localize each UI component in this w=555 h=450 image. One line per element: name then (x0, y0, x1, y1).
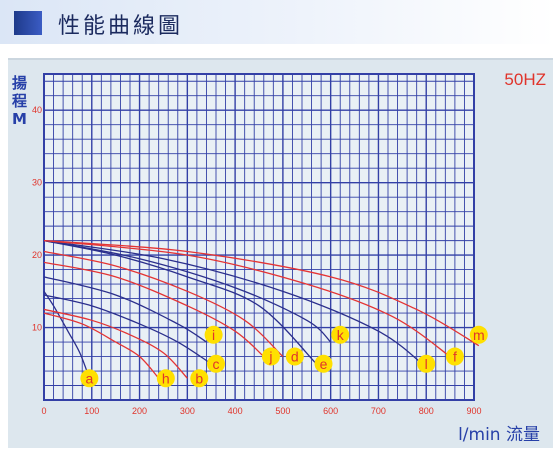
marker-d: d (285, 347, 304, 366)
page-title: 性能曲線圖 (58, 14, 184, 39)
marker-h: h (156, 369, 175, 388)
x-tick-label: 0 (41, 406, 46, 416)
marker-badge (261, 347, 280, 366)
x-tick-label: 900 (466, 406, 481, 416)
marker-badge (204, 325, 223, 344)
marker-badge (80, 369, 99, 388)
marker-i: i (204, 325, 223, 344)
marker-badge (207, 354, 225, 373)
title-marker-square (14, 11, 42, 35)
marker-e: e (314, 354, 333, 373)
marker-label: b (195, 370, 203, 386)
marker-label: h (162, 370, 170, 386)
marker-k: k (331, 325, 350, 344)
marker-c: c (207, 354, 225, 373)
marker-badge (417, 354, 436, 373)
plot-area (44, 74, 474, 400)
frequency-label: 50HZ (504, 70, 546, 89)
x-tick-label: 700 (371, 406, 386, 416)
curve-i (43, 276, 207, 343)
x-tick-label: 300 (180, 406, 195, 416)
marker-badge (469, 325, 488, 344)
curve-h (43, 312, 160, 379)
x-tick-label: 500 (275, 406, 290, 416)
x-axis-label: l/min 流量 (458, 425, 540, 445)
marker-label: l (425, 356, 428, 372)
marker-badge (156, 369, 175, 388)
marker-m: m (469, 325, 488, 344)
x-tick-label: 600 (323, 406, 338, 416)
curve-e (43, 239, 317, 365)
curve-f (43, 239, 451, 358)
marker-badge (445, 347, 464, 366)
marker-label: f (453, 349, 457, 365)
curve-b (43, 308, 188, 379)
marker-label: d (291, 349, 299, 365)
curve-l (43, 239, 427, 368)
grid (43, 74, 475, 401)
marker-l: l (417, 354, 436, 373)
x-tick-label: 100 (84, 406, 99, 416)
marker-label: c (213, 356, 220, 372)
y-axis-label: 揚程 M (12, 74, 27, 128)
marker-badge (190, 369, 209, 388)
x-tick-label: 800 (419, 406, 434, 416)
marker-label: e (320, 356, 328, 372)
curve-j (43, 261, 265, 358)
marker-label: j (268, 349, 272, 365)
curve-d (43, 250, 284, 358)
curve-c (43, 294, 212, 365)
marker-label: a (85, 370, 93, 386)
x-tick-label: 200 (132, 406, 147, 416)
marker-label: k (337, 327, 345, 343)
marker-label: m (473, 327, 485, 343)
y-tick-label: 30 (32, 178, 42, 188)
title-band: 性能曲線圖 (0, 0, 555, 44)
marker-a: a (80, 369, 99, 388)
curve-m (43, 239, 480, 347)
curve-k (43, 239, 332, 343)
marker-label: i (212, 327, 215, 343)
marker-f: f (445, 347, 464, 366)
marker-badge (285, 347, 304, 366)
x-tick-label: 400 (228, 406, 243, 416)
y-tick-label: 10 (32, 323, 42, 333)
marker-b: b (190, 369, 209, 388)
marker-badge (331, 325, 350, 344)
marker-badge (314, 354, 333, 373)
curve-a (43, 290, 90, 379)
y-tick-label: 20 (32, 250, 42, 260)
curves (43, 239, 480, 379)
y-tick-label: 40 (32, 105, 42, 115)
plot-frame (43, 73, 475, 401)
marker-j: j (261, 347, 280, 366)
